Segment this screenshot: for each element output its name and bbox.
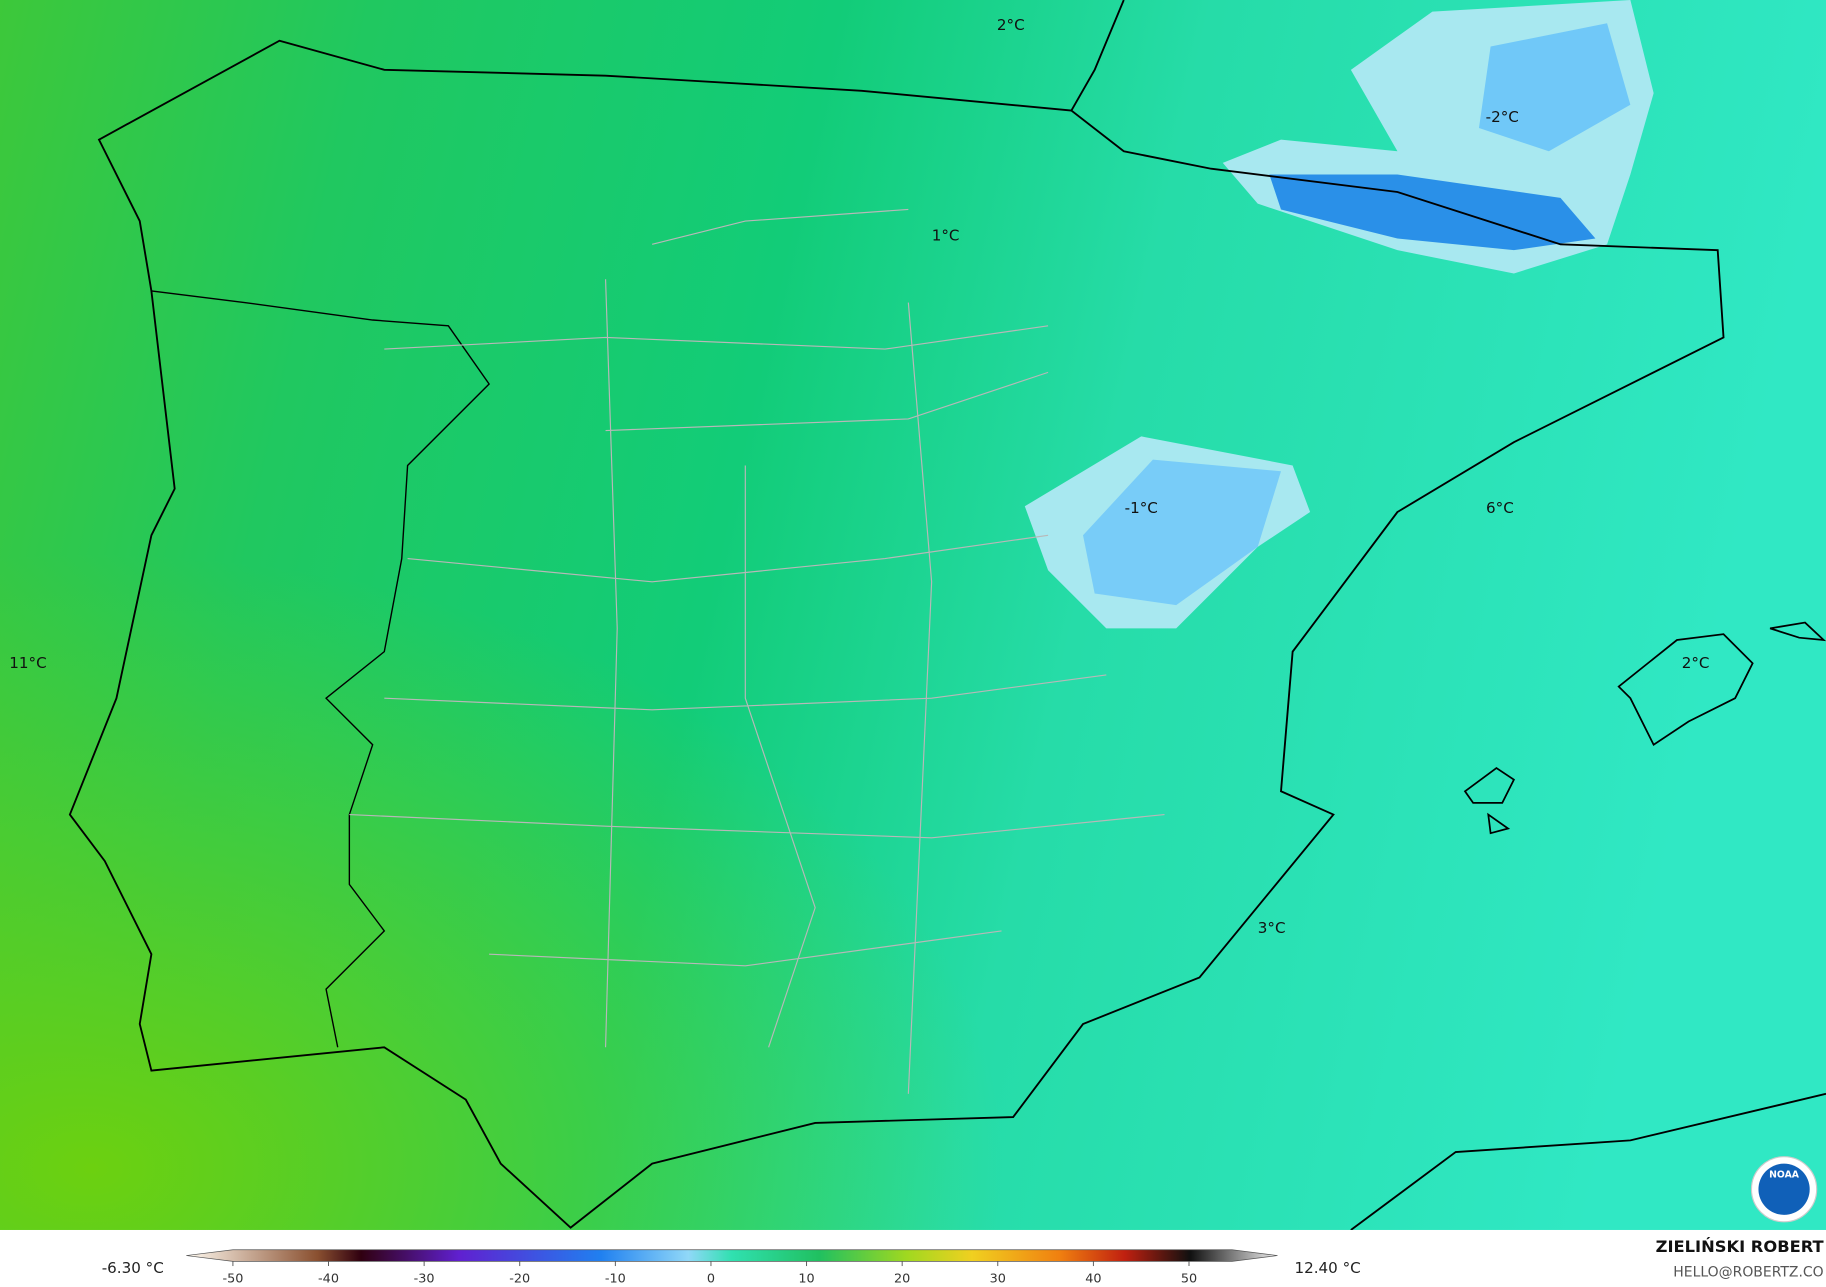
noaa-logo (1758, 1163, 1810, 1215)
tick-label: -50 (222, 1271, 243, 1286)
temperature-label: 2°C (1682, 654, 1710, 672)
colorbar-ticks: -50 -40 -30 -20 -10 0 10 20 30 40 50 (222, 1261, 1197, 1286)
logo-text: NOAA (1769, 1170, 1800, 1181)
tick-label: 0 (707, 1271, 715, 1286)
temperature-label: -2°C (1486, 108, 1519, 126)
temperature-label: 1°C (932, 227, 960, 245)
coastline (1070, 0, 1125, 112)
temperature-label: -1°C (1125, 499, 1158, 517)
cold-core (1269, 174, 1596, 251)
tick-label: -10 (605, 1271, 626, 1286)
tick-label: -30 (414, 1271, 435, 1286)
tick-label: 20 (894, 1271, 910, 1286)
author: ZIELIŃSKI ROBERT (1656, 1237, 1825, 1256)
border (151, 290, 491, 1048)
island (1617, 633, 1754, 747)
map-area: NOAA (0, 0, 1826, 1231)
tick-label: -40 (318, 1271, 339, 1286)
colorbar-max: 12.40 °C (1294, 1259, 1360, 1277)
temperature-label: 6°C (1486, 499, 1514, 517)
colorbar-min: -6.30 °C (102, 1259, 164, 1277)
colorbar (186, 1249, 1278, 1262)
cold-area (1478, 23, 1631, 152)
coastline (68, 39, 1725, 1229)
region-borders (349, 208, 1165, 1094)
tick-label: 30 (990, 1271, 1006, 1286)
tick-label: 10 (798, 1271, 814, 1286)
island (1463, 766, 1516, 835)
temperature-label: 11°C (9, 654, 46, 672)
tick-label: 50 (1181, 1271, 1197, 1286)
email: HELLO@ROBERTZ.CO (1673, 1265, 1823, 1281)
temperature-label: 2°C (997, 16, 1025, 34)
coastline (1350, 1092, 1826, 1231)
island (1769, 621, 1826, 642)
temperature-label: 3°C (1258, 919, 1286, 937)
cold-core (1083, 459, 1281, 606)
tick-label: 40 (1085, 1271, 1101, 1286)
map-labels: 2°C 1°C -2°C -1°C 6°C 11°C 2°C 3°C (9, 16, 1709, 937)
tick-label: -20 (509, 1271, 530, 1286)
